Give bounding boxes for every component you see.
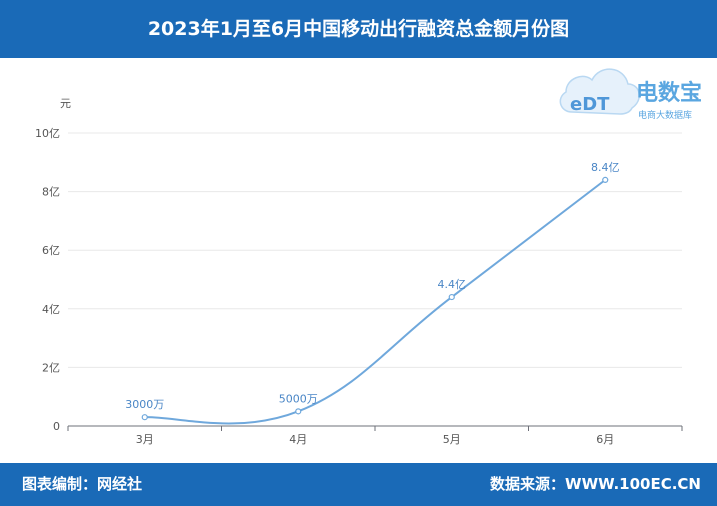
y-tick-label: 0: [53, 420, 60, 433]
y-axis-unit: 元: [60, 97, 71, 110]
series-line: [144, 179, 606, 425]
data-label: 4.4亿: [438, 278, 467, 291]
line-chart: eDT 电数宝 电商大数据库 元 0 2亿 4亿 6亿 8亿 10亿 3月 4月 5月 6月 3…: [35, 68, 702, 446]
cloud-icon: [559, 68, 640, 115]
x-tick-label: 3月: [136, 433, 154, 446]
data-label: 8.4亿: [591, 161, 620, 174]
data-point: [448, 293, 455, 301]
data-label: 5000万: [279, 392, 318, 405]
logo-subtitle: 电商大数据库: [638, 109, 692, 121]
y-tick-label: 8亿: [42, 186, 60, 199]
footer-bar: 图表编制：网经社 数据来源：WWW.100EC.CN: [0, 463, 717, 506]
x-tick-label: 5月: [443, 433, 461, 446]
data-point: [295, 408, 302, 415]
chart-title: 2023年1月至6月中国移动出行融资总金额月份图: [147, 18, 570, 40]
footer-editor: 图表编制：网经社: [22, 475, 143, 493]
grid-lines: [68, 132, 682, 368]
data-point: [141, 414, 148, 421]
data-label: 3000万: [125, 398, 164, 411]
y-axis-ticks: 0 2亿 4亿 6亿 8亿 10亿: [35, 127, 60, 433]
x-tick-label: 4月: [289, 433, 307, 446]
series-group: 3000万 5000万 4.4亿 8.4亿: [125, 161, 620, 425]
x-tick-label: 6月: [596, 433, 614, 446]
y-tick-label: 6亿: [42, 244, 60, 257]
footer-source: 数据来源：WWW.100EC.CN: [490, 475, 701, 493]
data-point: [602, 176, 609, 183]
logo-mark: eDT: [570, 94, 610, 115]
y-tick-label: 4亿: [42, 303, 60, 316]
header-bar: [0, 0, 717, 58]
y-tick-label: 2亿: [42, 361, 60, 374]
logo-brand: 电数宝: [636, 80, 702, 106]
y-tick-label: 10亿: [35, 127, 60, 140]
edt-logo: eDT 电数宝 电商大数据库: [559, 68, 702, 121]
x-axis: 3月 4月 5月 6月: [67, 425, 683, 446]
